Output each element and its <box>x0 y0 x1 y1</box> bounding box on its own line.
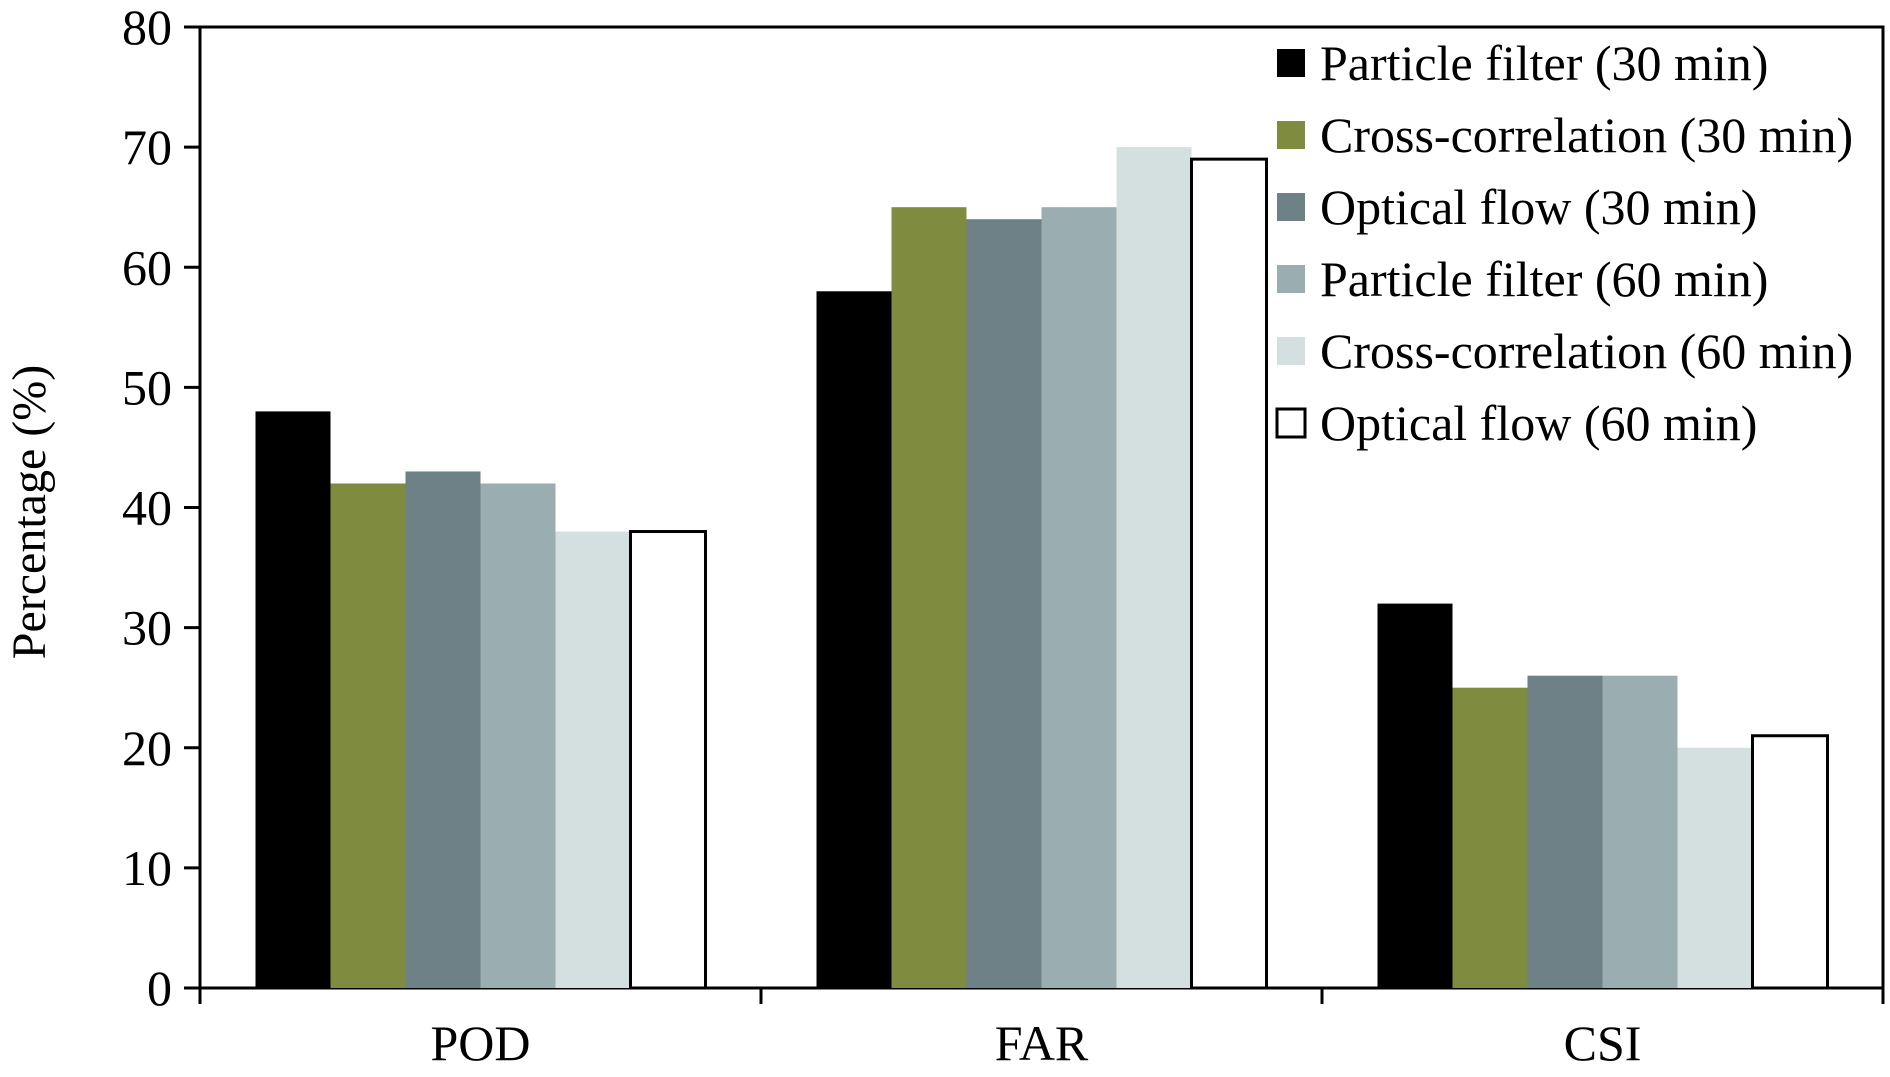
legend-label: Optical flow (30 min) <box>1320 179 1757 235</box>
legend-swatch <box>1277 121 1305 149</box>
y-tick-label: 60 <box>122 239 172 295</box>
legend-label: Cross-correlation (30 min) <box>1320 107 1853 163</box>
y-axis: 0 10 20 30 40 50 60 70 80 <box>122 0 200 1016</box>
bar <box>330 483 406 988</box>
bar <box>629 530 707 990</box>
legend-swatch <box>1277 337 1305 365</box>
bar <box>1377 603 1453 988</box>
bar <box>1452 687 1528 988</box>
y-tick-label: 40 <box>122 480 172 536</box>
legend-label: Optical flow (60 min) <box>1320 395 1757 451</box>
bar <box>255 411 331 988</box>
bars <box>255 147 1829 990</box>
bar <box>1116 147 1192 988</box>
bar <box>555 531 631 988</box>
x-category-label: FAR <box>995 1015 1089 1071</box>
y-tick-label: 70 <box>122 119 172 175</box>
x-category-label: CSI <box>1564 1015 1642 1071</box>
bar <box>405 471 481 988</box>
y-tick-label: 80 <box>122 0 172 55</box>
bar <box>1041 207 1117 988</box>
bar <box>816 291 892 988</box>
x-axis: POD FAR CSI <box>198 988 1885 1071</box>
bar <box>966 219 1042 988</box>
x-category-label: POD <box>430 1015 530 1071</box>
bar <box>891 207 967 988</box>
bar <box>1677 747 1753 988</box>
y-axis-title: Percentage (%) <box>3 365 56 660</box>
y-tick-label: 50 <box>122 359 172 415</box>
legend-label: Particle filter (60 min) <box>1320 251 1768 307</box>
legend-label: Particle filter (30 min) <box>1320 35 1768 91</box>
bar <box>1190 157 1268 990</box>
bar <box>480 483 556 988</box>
bar <box>1602 675 1678 988</box>
y-tick-label: 30 <box>122 600 172 656</box>
bar <box>1527 675 1603 988</box>
legend-swatch <box>1277 49 1305 77</box>
y-tick-label: 0 <box>147 960 172 1016</box>
legend-swatch <box>1277 265 1305 293</box>
legend-label: Cross-correlation (60 min) <box>1320 323 1853 379</box>
y-tick-label: 20 <box>122 720 172 776</box>
bar <box>1751 734 1829 990</box>
legend: Particle filter (30 min) Cross-correlatio… <box>1275 35 1853 451</box>
legend-swatch <box>1275 407 1307 439</box>
legend-swatch <box>1277 193 1305 221</box>
y-tick-label: 10 <box>122 840 172 896</box>
